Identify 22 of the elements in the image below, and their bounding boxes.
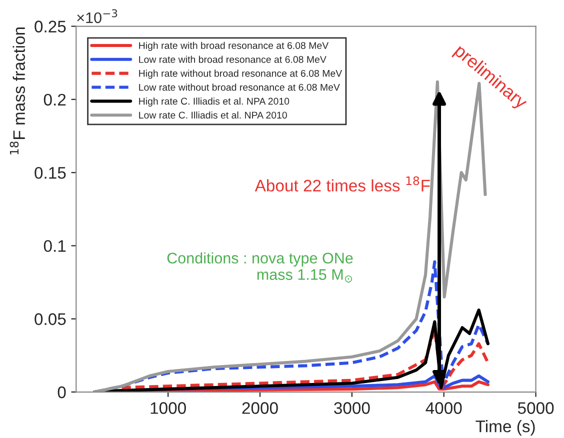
x-tick-label: 5000: [518, 402, 554, 414]
y-tick-label: 0.25: [34, 20, 66, 32]
legend-label: Low rate without broad resonance at 6.08 MeV: [139, 84, 340, 91]
legend-label: High rate without broad resonance at 6.08 MeV: [139, 70, 342, 79]
text: ×10$^{−3}$: [77, 9, 118, 24]
legend-label: Low rate C. Illiadis et al. NPA 2010: [139, 111, 287, 119]
y-axis-title: $^{18}$F mass fraction: [10, 27, 26, 154]
legend-label: High rate C. Illiadis et al. NPA 2010: [139, 98, 290, 107]
x-axis-title: Time (s): [476, 420, 535, 436]
legend-label: High rate with broad resonance at 6.08 MeV: [139, 42, 329, 51]
x-tick-label: 1000: [150, 402, 186, 414]
x-tick-label: 3000: [334, 402, 370, 414]
y-tick-label: 0.15: [34, 166, 66, 179]
y-tick-label: 0.2: [44, 94, 66, 106]
x-tick-label: 2000: [242, 402, 278, 414]
x-tick-label: 4000: [426, 402, 462, 414]
annotation: Conditions : nova type ONe mass 1.15 M$_{⊙}$: [167, 252, 353, 282]
annotation: About 22 times less $^{18}$F: [254, 176, 430, 192]
legend-label: Low rate with broad resonance at 6.08 MeV: [139, 56, 326, 63]
y-tick-label: 0.05: [34, 313, 66, 326]
y-tick-label: 0.1: [44, 240, 66, 252]
y-tick-label: 0: [58, 386, 66, 398]
